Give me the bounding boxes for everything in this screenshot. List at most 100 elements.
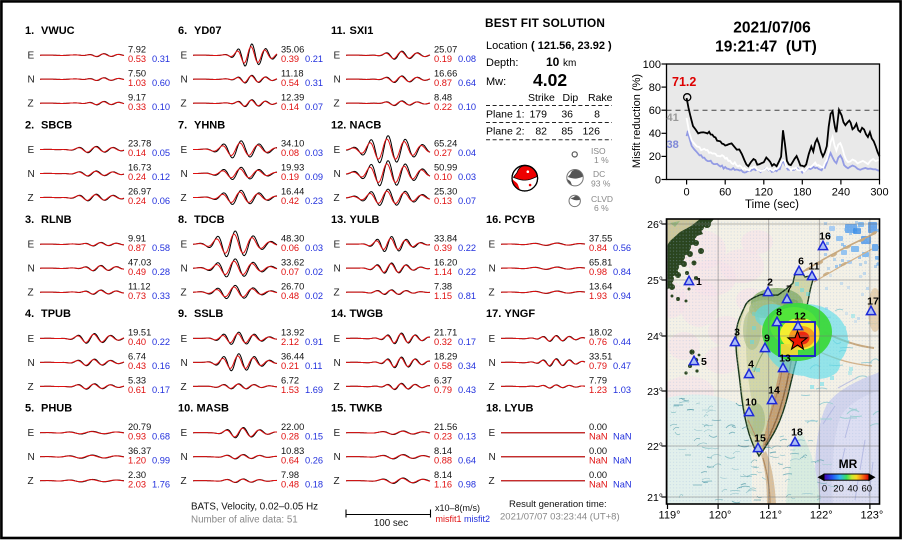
svg-text:Z: Z: [489, 288, 495, 299]
svg-text:E: E: [489, 240, 496, 251]
svg-text:25.07: 25.07: [434, 44, 457, 54]
svg-text:36.44: 36.44: [281, 352, 304, 362]
svg-text:60: 60: [862, 484, 873, 495]
svg-text:0.00: 0.00: [589, 470, 607, 480]
svg-text:2021/07/06: 2021/07/06: [733, 20, 811, 37]
svg-text:Z: Z: [181, 193, 187, 204]
svg-text:7.50: 7.50: [128, 68, 146, 78]
svg-text:1: 1: [696, 276, 702, 288]
svg-text:25°: 25°: [647, 275, 663, 287]
svg-text:0.84: 0.84: [613, 267, 631, 277]
svg-text:MR: MR: [839, 457, 858, 471]
svg-text:1.03: 1.03: [613, 385, 631, 395]
svg-text:NaN: NaN: [589, 431, 608, 441]
svg-text:0.07: 0.07: [458, 196, 476, 206]
svg-text:TWKB: TWKB: [350, 403, 383, 415]
svg-text:N: N: [28, 452, 35, 463]
svg-text:7.98: 7.98: [281, 470, 299, 480]
svg-text:71.2: 71.2: [672, 75, 696, 89]
svg-text:0.54: 0.54: [281, 78, 299, 88]
svg-text:0.11: 0.11: [305, 361, 322, 371]
svg-text:SBCB: SBCB: [41, 119, 72, 131]
svg-text:E: E: [28, 51, 35, 62]
svg-text:8.14: 8.14: [434, 470, 452, 480]
svg-text:8: 8: [594, 109, 600, 121]
svg-text:11.: 11.: [331, 25, 346, 37]
svg-text:0.22: 0.22: [152, 337, 170, 347]
svg-text:40: 40: [847, 484, 858, 495]
svg-text:Z: Z: [28, 99, 34, 110]
svg-text:2: 2: [767, 277, 773, 289]
svg-text:VWUC: VWUC: [41, 25, 75, 37]
svg-text:0.84: 0.84: [589, 243, 607, 253]
svg-text:19.93: 19.93: [281, 163, 304, 173]
svg-text:1 %: 1 %: [594, 155, 609, 165]
svg-text:85: 85: [561, 126, 573, 138]
svg-text:Depth:: Depth:: [486, 57, 518, 69]
svg-text:0.44: 0.44: [613, 337, 631, 347]
svg-text:N: N: [334, 452, 341, 463]
svg-text:E: E: [334, 334, 341, 345]
svg-text:0.22: 0.22: [434, 102, 452, 112]
svg-text:0.60: 0.60: [152, 78, 170, 88]
svg-text:0.99: 0.99: [152, 455, 170, 465]
svg-text:Z: Z: [28, 382, 34, 393]
svg-text:7.: 7.: [178, 119, 187, 131]
svg-text:0.87: 0.87: [434, 78, 452, 88]
svg-text:NaN: NaN: [613, 455, 632, 465]
svg-text:E: E: [28, 240, 35, 251]
svg-text:Z: Z: [181, 99, 187, 110]
svg-text:15: 15: [754, 433, 766, 445]
svg-text:0.33: 0.33: [128, 102, 146, 112]
svg-text:RLNB: RLNB: [41, 214, 72, 226]
svg-text:0.87: 0.87: [128, 243, 146, 253]
svg-text:0.43: 0.43: [458, 385, 476, 395]
svg-text:0.23: 0.23: [305, 196, 323, 206]
svg-text:Time (sec): Time (sec): [745, 199, 799, 211]
svg-text:Z: Z: [334, 99, 340, 110]
svg-text:E: E: [334, 428, 341, 439]
svg-text:0.10: 0.10: [458, 102, 476, 112]
svg-text:1.23: 1.23: [589, 385, 607, 395]
svg-text:0.23: 0.23: [434, 431, 452, 441]
svg-text:6.: 6.: [178, 25, 187, 37]
svg-text:E: E: [181, 240, 188, 251]
svg-text:19:21:47 (UT): 19:21:47 (UT): [715, 39, 817, 56]
svg-text:16.66: 16.66: [434, 68, 457, 78]
svg-text:300: 300: [870, 187, 888, 199]
svg-text:Number of alive data: 51: Number of alive data: 51: [191, 515, 298, 526]
svg-text:0.08: 0.08: [281, 148, 299, 158]
svg-text:NaN: NaN: [613, 479, 632, 489]
svg-text:0.88: 0.88: [434, 455, 452, 465]
svg-text:16: 16: [819, 231, 831, 243]
svg-text:120°: 120°: [709, 510, 732, 522]
svg-text:E: E: [489, 428, 496, 439]
svg-text:N: N: [334, 169, 341, 180]
svg-text:Z: Z: [28, 476, 34, 487]
svg-text:0.27: 0.27: [434, 148, 452, 158]
svg-text:0.28: 0.28: [152, 267, 170, 277]
svg-text:E: E: [181, 51, 188, 62]
svg-text:36: 36: [561, 109, 573, 121]
svg-text:23.78: 23.78: [128, 139, 151, 149]
svg-text:0.34: 0.34: [458, 361, 476, 371]
svg-text:40: 40: [649, 128, 661, 140]
svg-text:0.47: 0.47: [613, 361, 631, 371]
svg-text:33.51: 33.51: [589, 352, 612, 362]
svg-text:0.64: 0.64: [458, 455, 476, 465]
svg-text:240: 240: [832, 187, 850, 199]
svg-text:Z: Z: [28, 288, 34, 299]
svg-text:0.02: 0.02: [305, 291, 323, 301]
svg-text:0.81: 0.81: [458, 291, 476, 301]
svg-text:0.05: 0.05: [152, 148, 170, 158]
svg-text:9.91: 9.91: [128, 233, 146, 243]
svg-text:121°: 121°: [759, 510, 782, 522]
svg-text:N: N: [28, 75, 35, 86]
svg-text:Z: Z: [181, 288, 187, 299]
svg-text:13: 13: [779, 353, 791, 365]
svg-text:0.16: 0.16: [152, 361, 170, 371]
svg-text:N: N: [489, 264, 496, 275]
svg-text:Result generation time:: Result generation time:: [509, 499, 607, 510]
svg-text:N: N: [181, 264, 188, 275]
svg-text:123°: 123°: [861, 510, 884, 522]
